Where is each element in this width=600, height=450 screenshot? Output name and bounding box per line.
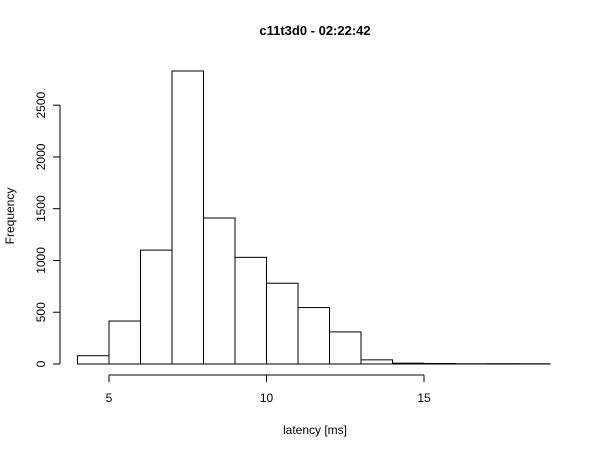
x-tick-label: 15 (417, 391, 431, 405)
bar (360, 359, 393, 365)
bar (266, 282, 299, 365)
bar (108, 320, 141, 365)
bar (234, 256, 267, 365)
y-tick-label: 2000 (34, 143, 48, 170)
y-tick-label: 1500 (34, 195, 48, 222)
x-axis-label: latency [ms] (283, 423, 347, 437)
x-tick-label: 10 (260, 391, 274, 405)
x-tick-label: 5 (106, 391, 113, 405)
y-tick-label: 1000 (34, 247, 48, 274)
bar (140, 249, 173, 365)
y-tick-label: 500 (34, 302, 48, 322)
bar (77, 355, 110, 365)
bar (329, 331, 362, 365)
bar (392, 362, 425, 365)
bar (297, 307, 330, 365)
y-tick-label: 0 (34, 360, 48, 367)
bar (171, 70, 204, 365)
chart-title: c11t3d0 - 02:22:42 (259, 23, 370, 38)
bar (423, 362, 456, 365)
y-axis-label: Frequency (3, 188, 17, 245)
y-tick-label: 2500 (34, 91, 48, 118)
bar (203, 217, 236, 365)
